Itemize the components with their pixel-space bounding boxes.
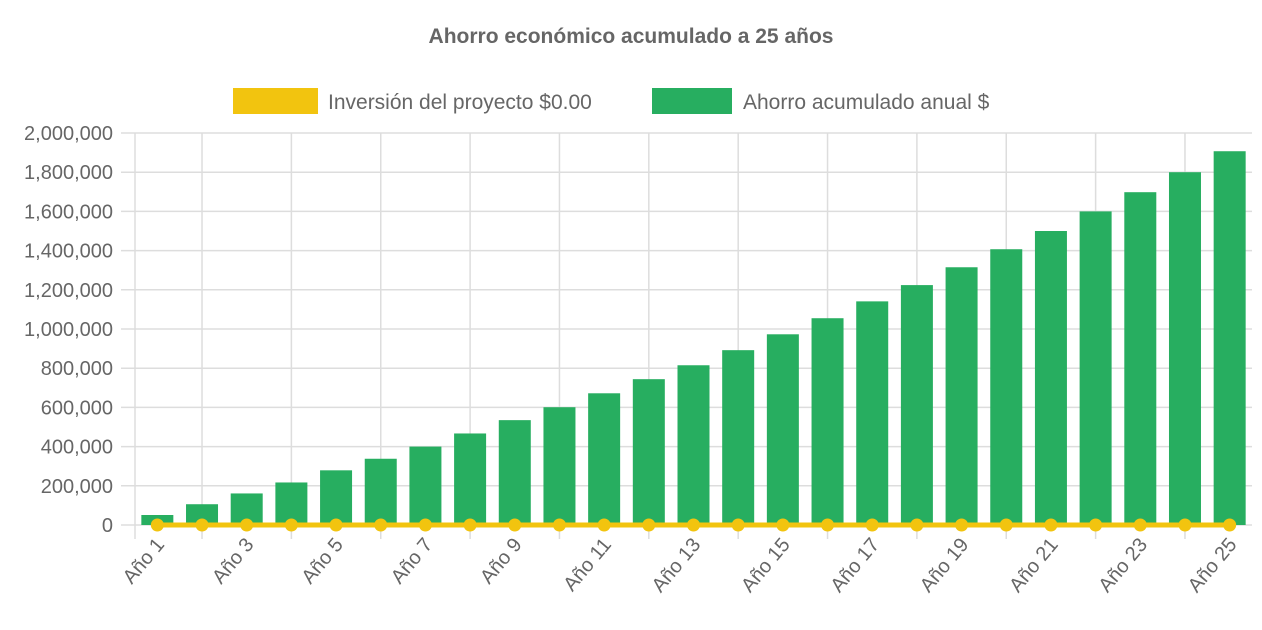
legend-swatch-investment (233, 88, 318, 114)
investment-point (955, 518, 969, 532)
bar (677, 365, 710, 525)
investment-point (463, 518, 477, 532)
y-tick-label: 1,000,000 (24, 319, 113, 341)
investment-point (999, 518, 1013, 532)
y-tick-label: 1,200,000 (24, 280, 113, 302)
investment-point (731, 518, 745, 532)
investment-point (910, 518, 924, 532)
bar (856, 301, 889, 525)
investment-point (1223, 518, 1237, 532)
bar (498, 420, 531, 525)
y-tick-label: 1,600,000 (24, 201, 113, 223)
x-tick-label: Año 23 (1095, 534, 1153, 597)
y-tick-label: 2,000,000 (24, 123, 113, 145)
bar (320, 470, 353, 525)
y-tick-label: 1,400,000 (24, 241, 113, 263)
bar (186, 504, 219, 525)
legend: Inversión del proyecto $0.00 Ahorro acum… (233, 88, 990, 114)
bar (900, 285, 933, 525)
x-tick-label: Año 21 (1005, 534, 1063, 597)
bar (364, 458, 397, 525)
investment-point (1089, 518, 1103, 532)
x-tick-label: Año 3 (208, 534, 258, 588)
investment-point (552, 518, 566, 532)
legend-label-savings[interactable]: Ahorro acumulado anual $ (743, 91, 990, 114)
investment-point (1178, 518, 1192, 532)
y-tick-label: 600,000 (41, 397, 113, 419)
investment-point (776, 518, 790, 532)
legend-label-investment[interactable]: Inversión del proyecto $0.00 (328, 91, 592, 114)
investment-point (374, 518, 388, 532)
legend-swatch-savings (652, 88, 732, 114)
x-tick-label: Año 19 (916, 534, 974, 597)
bar (409, 446, 442, 525)
bar (766, 334, 799, 525)
investment-point (240, 518, 254, 532)
x-tick-label: Año 15 (737, 534, 795, 597)
investment-point (418, 518, 432, 532)
bar (1213, 151, 1246, 525)
x-tick-label: Año 7 (387, 534, 437, 588)
y-tick-label: 800,000 (41, 358, 113, 380)
x-tick-label: Año 5 (297, 534, 347, 588)
investment-point (821, 518, 835, 532)
bar (588, 393, 621, 525)
investment-point (150, 518, 164, 532)
investment-point (642, 518, 656, 532)
y-tick-label: 1,800,000 (24, 162, 113, 184)
investment-point (508, 518, 522, 532)
x-tick-label: Año 1 (119, 534, 169, 588)
investment-point (865, 518, 879, 532)
investment-point (284, 518, 298, 532)
y-tick-label: 200,000 (41, 476, 113, 498)
investment-point (195, 518, 209, 532)
bar (811, 318, 844, 525)
investment-point (329, 518, 343, 532)
investment-point (597, 518, 611, 532)
bar (1079, 211, 1112, 525)
bar (1124, 192, 1157, 525)
x-tick-label: Año 25 (1184, 534, 1242, 597)
x-tick-label: Año 11 (559, 534, 616, 596)
x-tick-label: Año 17 (826, 534, 884, 597)
y-tick-label: 400,000 (41, 437, 113, 459)
x-tick-label: Año 9 (476, 534, 526, 588)
bar (990, 249, 1023, 525)
bar (275, 482, 308, 525)
bar (1168, 172, 1201, 525)
bar (454, 433, 487, 525)
bar (632, 379, 665, 525)
bar (722, 350, 755, 525)
bar (945, 267, 978, 525)
investment-point (1133, 518, 1147, 532)
bar (1034, 231, 1067, 525)
y-tick-label: 0 (102, 515, 113, 537)
bar (543, 407, 576, 525)
investment-point (687, 518, 700, 532)
investment-point (1044, 518, 1058, 532)
x-tick-label: Año 13 (648, 534, 706, 597)
chart-title: Ahorro económico acumulado a 25 años (429, 25, 834, 48)
